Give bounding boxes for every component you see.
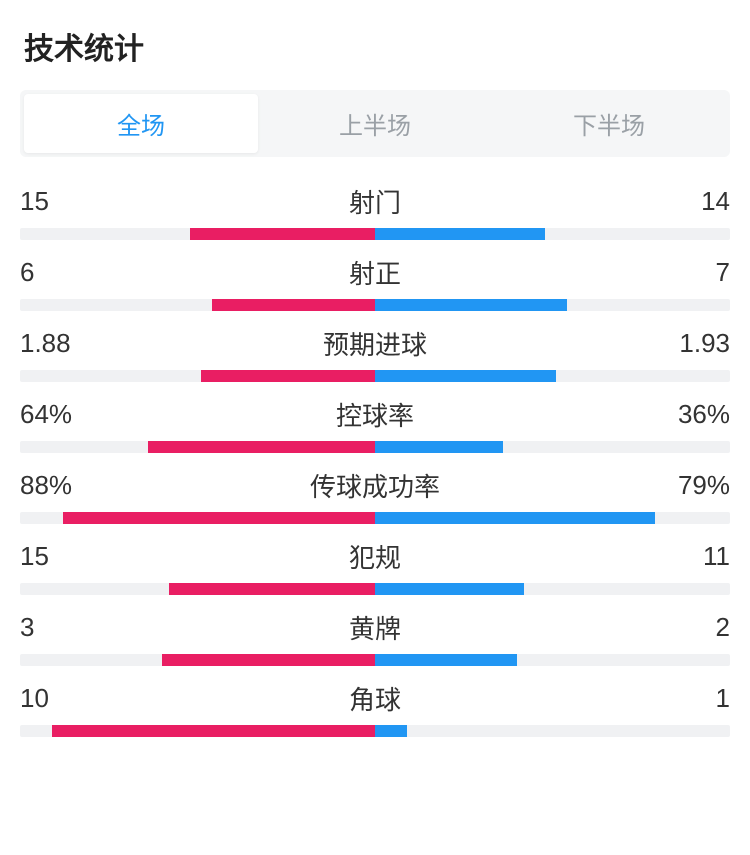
stat-bar-left-track	[20, 228, 375, 240]
stat-bar-left-track	[20, 299, 375, 311]
stat-bar-left-fill	[162, 654, 375, 666]
stat-bar-right-fill	[375, 583, 524, 595]
stat-bar-left-fill	[190, 228, 375, 240]
stat-bar-right-fill	[375, 512, 655, 524]
stat-name: 黄牌	[80, 609, 670, 646]
stat-value-right: 1.93	[670, 328, 730, 359]
stat-bar-right-fill	[375, 299, 567, 311]
stat-value-right: 7	[670, 257, 730, 288]
stat-bar	[20, 725, 730, 737]
stat-value-right: 14	[670, 186, 730, 217]
tab-second-half[interactable]: 下半场	[492, 94, 726, 153]
stat-row: 15射门14	[20, 183, 730, 240]
stat-name: 传球成功率	[80, 467, 670, 504]
stat-labels: 10角球1	[20, 680, 730, 717]
stat-bar-right-fill	[375, 441, 503, 453]
stat-bar-left-track	[20, 441, 375, 453]
stat-labels: 88%传球成功率79%	[20, 467, 730, 504]
stat-bar-left-fill	[52, 725, 375, 737]
tab-full[interactable]: 全场	[24, 94, 258, 153]
stat-labels: 1.88预期进球1.93	[20, 325, 730, 362]
stat-bar-right-track	[375, 725, 730, 737]
stat-bar-right-fill	[375, 654, 517, 666]
stat-name: 预期进球	[80, 325, 670, 362]
stat-labels: 64%控球率36%	[20, 396, 730, 433]
stat-value-left: 15	[20, 541, 80, 572]
stat-bar-right-track	[375, 228, 730, 240]
stat-value-right: 11	[670, 541, 730, 572]
stat-value-right: 2	[670, 612, 730, 643]
stat-bar-right-fill	[375, 228, 545, 240]
stat-bar	[20, 512, 730, 524]
stat-value-left: 1.88	[20, 328, 80, 359]
stat-value-left: 6	[20, 257, 80, 288]
stat-bar-left-track	[20, 512, 375, 524]
stat-value-left: 10	[20, 683, 80, 714]
stat-bar-right-track	[375, 370, 730, 382]
stat-bar	[20, 299, 730, 311]
stat-bar-left-fill	[148, 441, 375, 453]
stat-labels: 15犯规11	[20, 538, 730, 575]
stat-bar-right-track	[375, 512, 730, 524]
stat-name: 犯规	[80, 538, 670, 575]
stat-bar-left-track	[20, 725, 375, 737]
stat-name: 控球率	[80, 396, 670, 433]
stat-bar	[20, 228, 730, 240]
stat-name: 射门	[80, 183, 670, 220]
stat-value-left: 15	[20, 186, 80, 217]
stat-value-right: 79%	[670, 470, 730, 501]
stat-bar-right-track	[375, 654, 730, 666]
tab-first-half[interactable]: 上半场	[258, 94, 492, 153]
stat-row: 64%控球率36%	[20, 396, 730, 453]
stat-labels: 15射门14	[20, 183, 730, 220]
stat-bar-left-fill	[169, 583, 375, 595]
stat-bar	[20, 583, 730, 595]
stat-row: 6射正7	[20, 254, 730, 311]
stat-bar-left-track	[20, 654, 375, 666]
stat-name: 射正	[80, 254, 670, 291]
stat-bar-left-fill	[212, 299, 375, 311]
stat-bar-right-track	[375, 441, 730, 453]
stat-bar-left-fill	[63, 512, 375, 524]
stat-row: 3黄牌2	[20, 609, 730, 666]
stat-bar	[20, 441, 730, 453]
page-title: 技术统计	[20, 24, 730, 68]
stat-row: 1.88预期进球1.93	[20, 325, 730, 382]
stat-labels: 6射正7	[20, 254, 730, 291]
stat-row: 15犯规11	[20, 538, 730, 595]
stat-row: 88%传球成功率79%	[20, 467, 730, 524]
stat-bar-right-track	[375, 583, 730, 595]
stat-bar	[20, 370, 730, 382]
stat-bar-left-track	[20, 370, 375, 382]
stat-row: 10角球1	[20, 680, 730, 737]
stat-bar-right-track	[375, 299, 730, 311]
stat-name: 角球	[80, 680, 670, 717]
tab-bar: 全场 上半场 下半场	[20, 90, 730, 157]
stats-list: 15射门146射正71.88预期进球1.9364%控球率36%88%传球成功率7…	[20, 183, 730, 737]
stat-value-left: 64%	[20, 399, 80, 430]
stat-value-left: 3	[20, 612, 80, 643]
stat-bar-left-fill	[201, 370, 375, 382]
stat-bar	[20, 654, 730, 666]
stat-value-right: 36%	[670, 399, 730, 430]
stat-bar-right-fill	[375, 725, 407, 737]
stat-value-left: 88%	[20, 470, 80, 501]
stat-bar-right-fill	[375, 370, 556, 382]
stat-labels: 3黄牌2	[20, 609, 730, 646]
stat-value-right: 1	[670, 683, 730, 714]
stat-bar-left-track	[20, 583, 375, 595]
